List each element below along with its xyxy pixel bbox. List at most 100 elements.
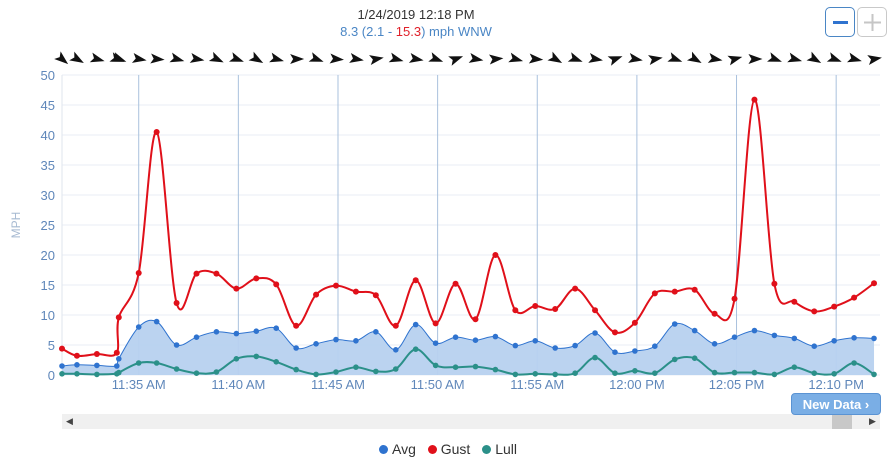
lull-point — [432, 362, 439, 369]
wind-arrow-shape — [54, 51, 69, 65]
wind-arrow-shape — [229, 52, 244, 62]
y-tick-label: 10 — [41, 308, 55, 323]
gust-point — [731, 295, 738, 302]
gust-point — [851, 294, 858, 301]
wind-direction-arrow — [867, 55, 882, 65]
wind-direction-arrow — [369, 55, 384, 65]
wind-arrow-shape — [169, 52, 185, 63]
x-tick-label: 12:00 PM — [609, 377, 665, 392]
avg-point — [373, 329, 379, 335]
wind-arrow-shape — [667, 52, 683, 62]
wind-arrow-shape — [707, 53, 723, 63]
plus-icon — [864, 14, 881, 31]
wind-arrow-shape — [428, 52, 444, 62]
lull-point — [592, 354, 598, 361]
avg-point — [135, 324, 142, 330]
avg-point — [392, 347, 399, 353]
avg-point — [811, 343, 818, 350]
zoom-out-button[interactable] — [825, 7, 855, 37]
wind-direction-arrow — [111, 52, 127, 62]
wind-direction-arrow — [686, 51, 702, 63]
gust-point — [552, 306, 559, 312]
new-data-button[interactable]: New Data › — [791, 393, 881, 415]
lull-point — [632, 368, 638, 374]
wind-direction-arrow — [290, 54, 305, 64]
wind-direction-arrow — [748, 54, 763, 64]
wind-direction-arrow — [388, 52, 404, 63]
lull-point — [293, 366, 299, 373]
gust-point — [352, 288, 359, 295]
lull-point — [412, 346, 419, 353]
avg-point — [791, 335, 798, 342]
wind-direction-arrow — [208, 51, 224, 63]
chart-legend: Avg Gust Lull — [0, 441, 896, 457]
lull-point — [253, 353, 260, 360]
gust-point — [512, 307, 519, 314]
zoom-in-button[interactable] — [857, 7, 887, 37]
wind-arrow-shape — [131, 53, 147, 63]
header-open-paren: ( — [358, 24, 367, 39]
avg-point — [632, 348, 638, 354]
lull-point — [333, 369, 339, 375]
lull-point — [213, 369, 220, 375]
wind-arrow-shape — [686, 51, 702, 63]
avg-point — [213, 329, 220, 335]
header-wind-summary: 8.3 (2.1 - 15.3) mph WNW — [0, 23, 832, 40]
wind-direction-arrow — [787, 52, 803, 63]
wind-arrow-shape — [150, 53, 165, 64]
gust-point — [871, 280, 878, 287]
wind-arrow-shape — [349, 53, 364, 63]
chart-scrollbar[interactable]: ◀ ▶ — [62, 414, 880, 429]
y-tick-label: 15 — [41, 278, 55, 293]
gust-point — [432, 320, 439, 327]
wind-arrow-shape — [847, 52, 862, 63]
wind-arrow-shape — [290, 54, 305, 64]
gust-point — [831, 303, 838, 310]
avg-point — [59, 363, 65, 369]
lull-point — [871, 371, 877, 378]
avg-point — [452, 334, 459, 341]
wind-direction-arrow — [806, 51, 822, 63]
wind-arrow-shape — [727, 55, 743, 66]
wind-direction-arrow — [826, 52, 842, 62]
wind-arrow-shape — [388, 52, 404, 63]
triangle-left-icon: ◀ — [66, 416, 73, 426]
lull-point — [135, 360, 142, 366]
lull-point — [492, 366, 499, 373]
lull-point — [452, 364, 459, 371]
avg-point — [113, 363, 120, 369]
scroll-left-button[interactable]: ◀ — [62, 414, 77, 429]
scrollbar-thumb[interactable] — [832, 414, 852, 429]
gust-point — [452, 280, 459, 287]
lull-point — [851, 360, 857, 366]
y-tick-label: 45 — [41, 98, 55, 113]
wind-direction-arrow — [767, 52, 782, 62]
wind-direction-arrow — [727, 55, 743, 66]
lull-point — [652, 370, 658, 377]
wind-arrow-shape — [826, 52, 842, 62]
lull-point — [233, 356, 240, 362]
wind-direction-arrow — [308, 52, 324, 62]
wind-direction-arrow — [269, 52, 284, 63]
gust-point — [751, 96, 758, 103]
triangle-right-icon: ▶ — [869, 416, 876, 426]
wind-direction-arrow — [628, 53, 643, 63]
avg-point — [671, 321, 678, 327]
wind-direction-arrow — [150, 53, 165, 64]
wind-direction-arrow — [607, 56, 623, 66]
avg-point — [711, 341, 718, 347]
lull-point — [831, 371, 837, 377]
legend-item-gust[interactable]: Gust — [427, 441, 470, 457]
scroll-right-button[interactable]: ▶ — [865, 414, 880, 429]
header-unit-direction: mph WNW — [425, 24, 492, 39]
gust-point — [791, 298, 798, 305]
wind-direction-arrow — [847, 52, 862, 63]
avg-point — [233, 330, 240, 337]
legend-item-lull[interactable]: Lull — [482, 441, 517, 457]
y-tick-label: 0 — [48, 368, 55, 383]
legend-item-avg[interactable]: Avg — [378, 441, 416, 457]
lull-point — [811, 370, 818, 377]
gust-series-line — [61, 98, 875, 358]
avg-point — [115, 356, 122, 362]
avg-point — [831, 338, 837, 344]
